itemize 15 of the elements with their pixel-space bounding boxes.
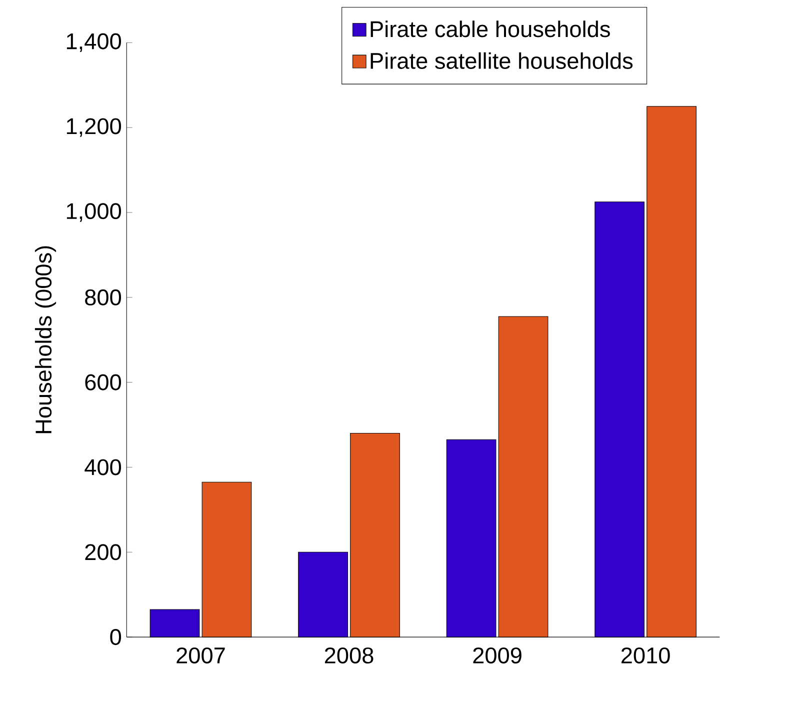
x-tick-label: 2009 [473, 647, 522, 664]
y-tick-label: 200 [85, 544, 122, 560]
x-tick-label: 2007 [176, 647, 225, 664]
y-tick-label: 1,200 [66, 118, 122, 137]
legend-label: Pirate satellite households [370, 52, 633, 69]
y-tick-label: 1,000 [66, 202, 122, 222]
y-tick-label: 0 [110, 628, 122, 645]
legend-label: Pirate cable households [370, 20, 610, 38]
x-tick-label: 2008 [324, 647, 374, 664]
y-tick-label: 800 [85, 289, 122, 306]
y-tick-label: 1,400 [66, 33, 122, 52]
y-tick-label: 400 [84, 459, 122, 476]
y-tick-label: 600 [85, 374, 122, 390]
y-axis-title: Households (000s) [34, 246, 56, 433]
x-tick-label: 2010 [622, 647, 670, 664]
